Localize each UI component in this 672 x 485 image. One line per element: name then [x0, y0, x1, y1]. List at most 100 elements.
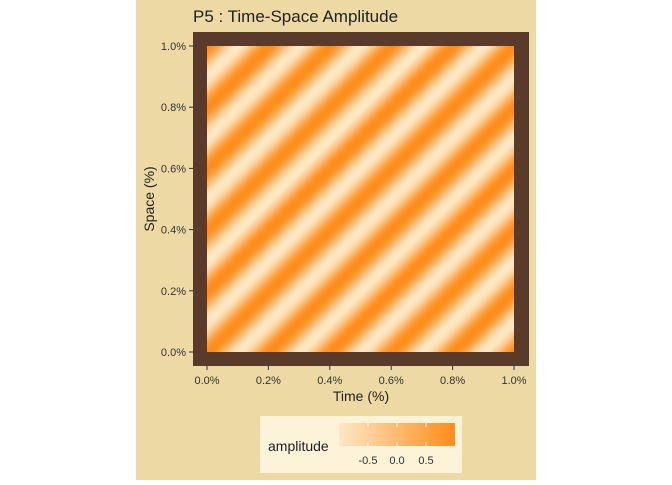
heatmap-band — [215, 53, 514, 352]
heatmap-band — [317, 155, 514, 352]
x-axis: 0.0% 0.2% 0.4% 0.6% 0.8% 1.0% — [194, 366, 527, 387]
heatmap-band — [505, 343, 514, 352]
heatmap-band — [303, 141, 514, 352]
heatmap-band — [237, 75, 514, 352]
x-tick-label: 0.6% — [379, 375, 404, 387]
heatmap-band — [431, 269, 514, 352]
heatmap-band — [357, 195, 514, 352]
heatmap-band — [377, 215, 514, 352]
heatmap-band — [383, 221, 514, 352]
heatmap-band — [311, 149, 514, 352]
heatmap-band — [413, 250, 514, 352]
heatmap-band — [351, 189, 514, 352]
heatmap-band — [341, 179, 514, 352]
legend-tick-label: 0.5 — [418, 455, 433, 467]
heatmap-band — [361, 199, 514, 352]
heatmap-band — [415, 253, 514, 352]
heatmap-band — [367, 205, 514, 352]
heatmap-band — [277, 115, 514, 352]
heatmap-band — [469, 307, 514, 352]
heatmap-band — [475, 313, 514, 352]
heatmap-band — [295, 133, 514, 352]
heatmap-band — [433, 271, 514, 352]
heatmap-band — [437, 275, 514, 352]
heatmap-band — [257, 95, 514, 352]
heatmap-band — [221, 59, 514, 352]
y-tick-label: 0.0% — [161, 347, 186, 359]
heatmap-band — [251, 89, 514, 352]
heatmap-band — [249, 87, 514, 352]
heatmap-band — [279, 117, 514, 352]
y-tick-label: 0.6% — [161, 163, 186, 175]
heatmap-band — [337, 175, 514, 352]
heatmap-band — [325, 163, 514, 352]
legend-colorbar — [339, 423, 455, 446]
heatmap-band — [427, 265, 514, 352]
heatmap-band — [491, 329, 514, 352]
y-axis-title: Space (%) — [141, 166, 157, 231]
heatmap-band — [429, 267, 514, 352]
heatmap-band — [265, 103, 514, 352]
heatmap-band — [347, 185, 514, 352]
heatmap-band — [247, 85, 514, 352]
heatmap-band — [323, 161, 514, 352]
heatmap-band — [233, 71, 514, 352]
heatmap-band — [403, 241, 514, 352]
heatmap-band — [445, 283, 514, 352]
heatmap-band — [287, 125, 514, 352]
legend: amplitude -0.5 0.0 0.5 — [260, 416, 462, 473]
heatmap-band — [261, 99, 514, 352]
heatmap-band — [255, 93, 514, 352]
heatmap-band — [335, 173, 514, 352]
legend-title: amplitude — [268, 438, 329, 454]
heatmap-band — [333, 171, 514, 352]
heatmap-band — [285, 123, 514, 352]
heatmap-band — [471, 309, 514, 352]
heatmap-band — [207, 46, 514, 352]
heatmap-band — [213, 51, 514, 352]
heatmap-band — [229, 67, 514, 352]
y-tick-label: 0.2% — [161, 286, 186, 298]
heatmap-band — [443, 281, 514, 352]
heatmap-band — [225, 63, 514, 352]
heatmap-band — [297, 135, 514, 352]
heatmap-band — [455, 293, 514, 352]
heatmap-band — [243, 81, 514, 352]
heatmap-band — [389, 227, 514, 352]
heatmap-band — [467, 305, 514, 352]
x-tick-label: 0.0% — [194, 375, 219, 387]
heatmap-band — [263, 101, 514, 352]
heatmap-band — [393, 231, 514, 352]
heatmap-band — [369, 207, 514, 352]
heatmap-band — [483, 321, 514, 352]
heatmap-band — [479, 317, 514, 352]
heatmap-band — [387, 225, 514, 352]
y-tick-label: 0.8% — [161, 102, 186, 114]
heatmap-band — [305, 143, 514, 352]
heatmap-band — [451, 289, 514, 352]
heatmap-band — [477, 315, 514, 352]
heatmap-band — [301, 139, 514, 352]
heatmap-band — [281, 119, 514, 352]
heatmap-band — [267, 105, 514, 352]
heatmap-band — [321, 159, 514, 352]
heatmap-band — [407, 245, 514, 352]
heatmap-band — [435, 273, 514, 352]
heatmap-band — [379, 217, 514, 352]
heatmap-band — [503, 341, 514, 352]
heatmap-band — [397, 235, 514, 352]
heatmap-band — [499, 337, 514, 352]
heatmap-band — [259, 97, 514, 352]
heatmap-band — [269, 107, 514, 352]
heatmap-band — [271, 109, 514, 352]
heatmap-band — [461, 299, 514, 352]
heatmap-band — [439, 277, 514, 352]
heatmap-band — [457, 295, 514, 352]
chart-title: P5 : Time-Space Amplitude — [193, 7, 398, 26]
x-tick-label: 1.0% — [501, 375, 526, 387]
heatmap-band — [449, 287, 514, 352]
heatmap-band — [485, 323, 514, 352]
heatmap-band — [331, 169, 514, 352]
